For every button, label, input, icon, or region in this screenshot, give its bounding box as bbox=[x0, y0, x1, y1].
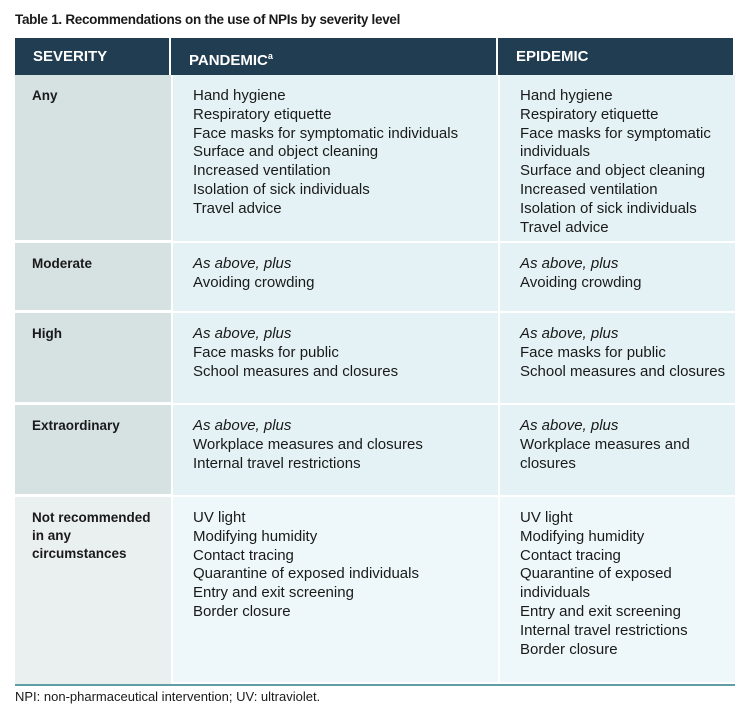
measure-item: Isolation of sick individuals bbox=[520, 199, 697, 217]
pandemic-cell: As above, plus Workplace measures and clo… bbox=[171, 405, 498, 497]
epidemic-cell: As above, plus Workplace measures and clo… bbox=[498, 405, 735, 497]
severity-cell: Not recommended in any circumstances bbox=[15, 497, 171, 684]
measure-item: Internal travel restrictions bbox=[520, 621, 688, 639]
table-title: Table 1. Recommendations on the use of N… bbox=[15, 12, 401, 27]
measure-item: Respiratory etiquette bbox=[193, 105, 332, 123]
measure-item: Workplace measures and closures bbox=[520, 435, 690, 472]
measure-item: Isolation of sick individuals bbox=[193, 180, 370, 198]
measure-item: Face masks for public bbox=[193, 343, 339, 361]
header-text: PANDEMIC bbox=[189, 52, 268, 69]
measure-item: Entry and exit screening bbox=[520, 602, 681, 620]
lead-text: As above, plus bbox=[520, 417, 619, 434]
lead-text: As above, plus bbox=[193, 255, 292, 272]
measure-item: School measures and closures bbox=[520, 362, 726, 380]
measure-item: Border closure bbox=[193, 602, 291, 620]
header-cell: PANDEMICa bbox=[171, 38, 498, 75]
measure-item: Entry and exit screening bbox=[193, 584, 354, 602]
measure-item: Hand hygiene bbox=[520, 87, 613, 104]
epidemic-cell: As above, plus Face masks for public Schoo… bbox=[498, 313, 735, 405]
severity-cell: High bbox=[15, 313, 171, 405]
measure-item: Quarantine of exposed individuals bbox=[520, 565, 672, 602]
epidemic-cell: As above, plus Avoiding crowding bbox=[498, 243, 735, 313]
measure-item: Workplace measures and closures bbox=[193, 435, 423, 453]
epidemic-cell: UV light Modifying humidity Contact tracin… bbox=[498, 497, 735, 684]
lead-text: As above, plus bbox=[193, 417, 292, 434]
footnote: NPI: non-pharmaceutical intervention; UV… bbox=[15, 689, 321, 704]
severity-cell: Extraordinary bbox=[15, 405, 171, 497]
measure-item: Avoiding crowding bbox=[520, 273, 642, 291]
measure-item: School measures and closures bbox=[193, 362, 399, 380]
measure-item: Border closure bbox=[520, 640, 618, 658]
header-text: EPIDEMIC bbox=[516, 48, 589, 65]
severity-cell: Any bbox=[15, 75, 171, 243]
measure-item: UV light bbox=[193, 509, 246, 526]
footnote-marker: a bbox=[267, 51, 273, 61]
measure-item: Face masks for symptomatic individuals bbox=[520, 124, 711, 161]
measure-item: Travel advice bbox=[193, 199, 282, 217]
measure-item: Contact tracing bbox=[520, 546, 621, 564]
pandemic-cell: UV light Modifying humidity Contact tracin… bbox=[171, 497, 498, 684]
measure-item: Internal travel restrictions bbox=[193, 454, 361, 472]
measure-item: Travel advice bbox=[520, 218, 609, 236]
measure-item: UV light bbox=[520, 509, 573, 526]
measure-item: Increased ventilation bbox=[520, 180, 658, 198]
lead-text: As above, plus bbox=[193, 325, 292, 342]
measure-item: Contact tracing bbox=[193, 546, 294, 564]
measure-item: Avoiding crowding bbox=[193, 273, 315, 291]
measure-item: Respiratory etiquette bbox=[520, 105, 659, 123]
measure-item: Increased ventilation bbox=[193, 162, 331, 180]
measure-item: Quarantine of exposed individuals bbox=[193, 565, 419, 583]
table: SEVERITY PANDEMICa EPIDEMIC Any Hand hygi… bbox=[15, 38, 735, 686]
header-cell: SEVERITY bbox=[15, 38, 171, 75]
lead-text: As above, plus bbox=[520, 325, 619, 342]
measure-item: Modifying humidity bbox=[193, 527, 318, 545]
measure-item: Surface and object cleaning bbox=[520, 162, 706, 180]
measure-item: Hand hygiene bbox=[193, 87, 286, 104]
header-text: SEVERITY bbox=[33, 48, 108, 65]
pandemic-cell: As above, plus Avoiding crowding bbox=[171, 243, 498, 313]
measure-item: Face masks for symptomatic individuals bbox=[193, 124, 459, 142]
measure-item: Modifying humidity bbox=[520, 527, 645, 545]
severity-cell: Moderate bbox=[15, 243, 171, 313]
pandemic-cell: Hand hygiene Respiratory etiquette Face ma… bbox=[171, 75, 498, 243]
lead-text: As above, plus bbox=[520, 255, 619, 272]
measure-item: Face masks for public bbox=[520, 343, 666, 361]
pandemic-cell: As above, plus Face masks for public Schoo… bbox=[171, 313, 498, 405]
measure-item: Surface and object cleaning bbox=[193, 143, 379, 161]
epidemic-cell: Hand hygiene Respiratory etiquette Face ma… bbox=[498, 75, 735, 243]
header-cell: EPIDEMIC bbox=[498, 38, 735, 75]
